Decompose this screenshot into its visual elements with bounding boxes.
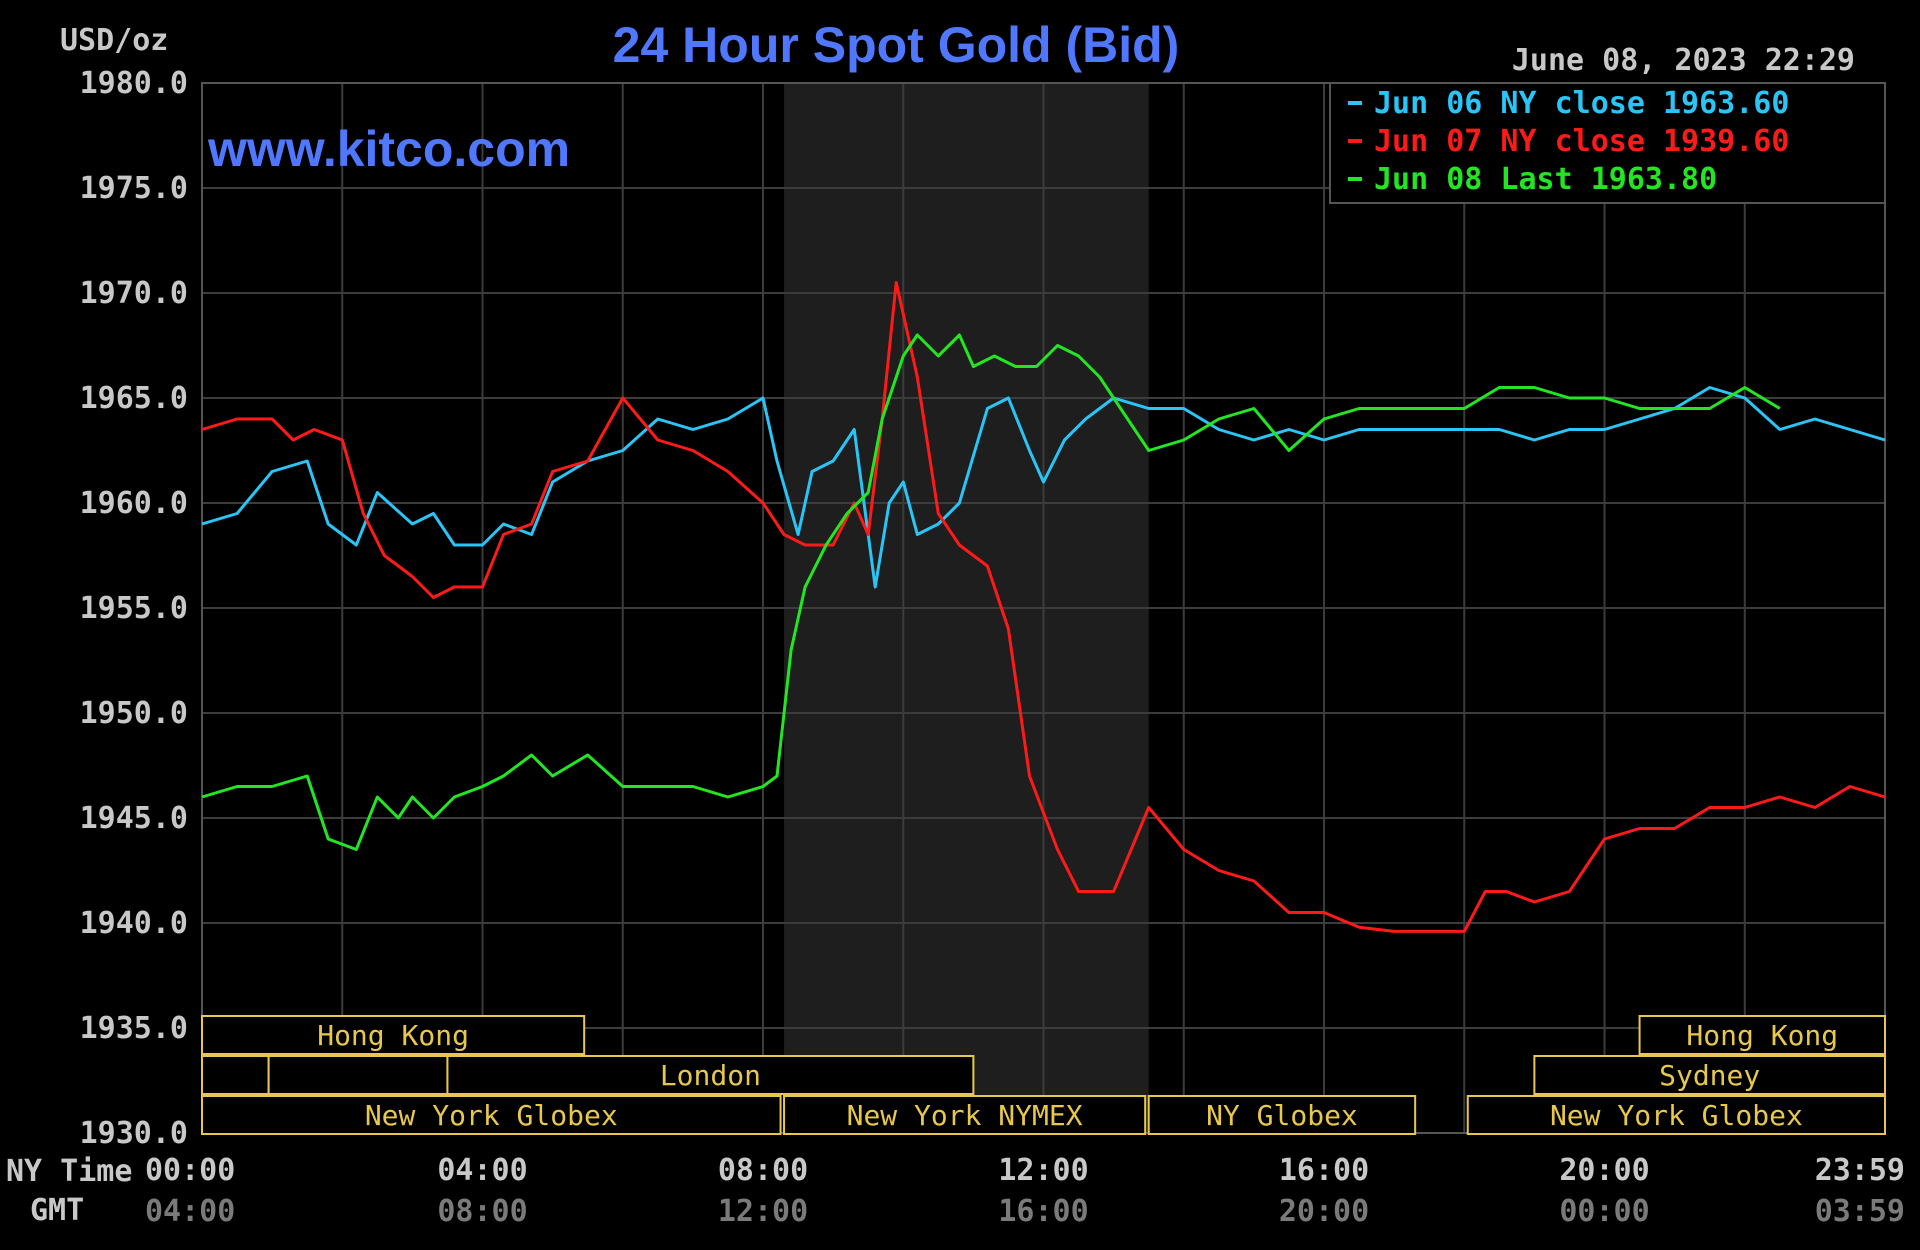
x-tick-label-ny: 00:00	[145, 1153, 235, 1188]
x-tick-label-gmt: 00:00	[1559, 1194, 1649, 1229]
session-box	[201, 1055, 270, 1095]
x-tick-label-gmt: 03:59	[1815, 1194, 1905, 1229]
ny-time-axis-label: NY Time	[6, 1154, 132, 1189]
y-tick-label: 1955.0	[80, 591, 188, 626]
x-tick-label-ny: 08:00	[718, 1153, 808, 1188]
legend-swatch	[1348, 101, 1362, 105]
y-tick-label: 1970.0	[80, 276, 188, 311]
session-box	[201, 1015, 586, 1055]
chart-title: 24 Hour Spot Gold (Bid)	[613, 17, 1180, 73]
unit-label: USD/oz	[60, 23, 168, 58]
session-label: NY Globex	[1206, 1099, 1358, 1132]
session-label: Hong Kong	[317, 1019, 469, 1052]
y-tick-label: 1980.0	[80, 66, 188, 101]
x-tick-label-gmt: 12:00	[718, 1194, 808, 1229]
session-box	[1638, 1015, 1886, 1055]
x-tick-label-gmt: 16:00	[998, 1194, 1088, 1229]
legend-entry: Jun 06 NY close 1963.60	[1374, 86, 1789, 121]
timestamp: June 08, 2023 22:29	[1512, 43, 1855, 78]
kitco-watermark: www.kitco.com	[207, 121, 570, 177]
price-series	[201, 281, 1886, 933]
session-box	[267, 1055, 449, 1095]
y-tick-label: 1930.0	[80, 1116, 188, 1151]
x-axis-ticks: 00:00 04:00 04:00 08:00 08:00 12:00 12:00 16:00…	[145, 1153, 1905, 1229]
y-axis-ticks: 1980.0 1975.0 1970.0 1965.0 1960.0 1955.0 1950…	[80, 66, 188, 1151]
legend-entry: Jun 08 Last 1963.80	[1374, 162, 1717, 197]
x-tick-label-ny: 23:59	[1815, 1153, 1905, 1188]
gmt-axis-label: GMT	[30, 1193, 84, 1228]
session-box	[446, 1055, 975, 1095]
x-tick-label-ny: 12:00	[998, 1153, 1088, 1188]
legend-box	[1329, 82, 1886, 204]
x-tick-label-gmt: 08:00	[437, 1194, 527, 1229]
market-sessions: Hong Kong Hong Kong London Sydney New York G…	[201, 1015, 1886, 1135]
series-line-1	[201, 281, 1886, 933]
y-tick-label: 1940.0	[80, 906, 188, 941]
session-box	[1533, 1055, 1886, 1095]
x-tick-label-ny: 04:00	[437, 1153, 527, 1188]
x-tick-label-ny: 16:00	[1279, 1153, 1369, 1188]
session-label: London	[660, 1059, 761, 1092]
session-label: New York Globex	[365, 1099, 618, 1132]
legend-swatch	[1348, 139, 1362, 143]
y-tick-label: 1975.0	[80, 171, 188, 206]
session-box	[783, 1095, 1147, 1135]
x-tick-label-gmt: 04:00	[145, 1194, 235, 1229]
session-label: New York NYMEX	[847, 1099, 1083, 1132]
session-box	[201, 1095, 782, 1135]
x-tick-label-ny: 20:00	[1559, 1153, 1649, 1188]
x-tick-label-gmt: 20:00	[1279, 1194, 1369, 1229]
legend-swatch	[1348, 177, 1362, 181]
y-tick-label: 1945.0	[80, 801, 188, 836]
y-tick-label: 1965.0	[80, 381, 188, 416]
session-label: Sydney	[1659, 1059, 1760, 1092]
y-tick-label: 1950.0	[80, 696, 188, 731]
y-tick-label: 1935.0	[80, 1011, 188, 1046]
legend-entry: Jun 07 NY close 1939.60	[1374, 124, 1789, 159]
session-box	[1147, 1095, 1417, 1135]
session-label: New York Globex	[1550, 1099, 1803, 1132]
session-box	[1466, 1095, 1886, 1135]
y-tick-label: 1960.0	[80, 486, 188, 521]
session-label: Hong Kong	[1686, 1019, 1838, 1052]
series-line-0	[201, 386, 1886, 589]
series-line-2	[201, 333, 1781, 851]
